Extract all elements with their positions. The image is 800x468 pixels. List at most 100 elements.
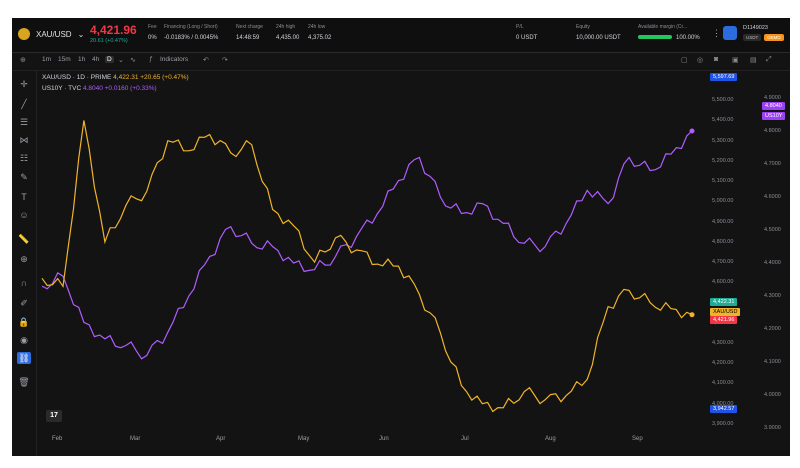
add-symbol-icon[interactable]: ⊕ xyxy=(20,57,26,64)
time-axis-tick: Feb xyxy=(52,436,63,442)
legend-us10y[interactable]: US10Y · TVC 4.8040 +0.0160 (+0.33%) xyxy=(42,85,189,92)
chart-type-icon[interactable]: ∿ xyxy=(130,57,136,64)
us10y-name-label: US10Y xyxy=(762,112,786,120)
indicators-icon[interactable]: ƒ xyxy=(149,56,153,63)
time-axis-tick: May xyxy=(298,436,310,442)
symbol-name: XAU/USD xyxy=(36,29,72,39)
price-change: 20.61 (+0.47%) xyxy=(90,38,128,44)
us10y-line[interactable] xyxy=(41,130,693,360)
chart-window: XAU/USD ⌄ 4,421.96 20.61 (+0.47%) Fee 0% … xyxy=(12,18,790,456)
timeframe-1h[interactable]: 1h xyxy=(78,56,86,63)
price-chart[interactable] xyxy=(12,18,790,456)
calendar-icon[interactable]: ▤ xyxy=(750,57,757,64)
us10y-line-last-point xyxy=(689,128,695,134)
emoji-icon[interactable]: ☺ xyxy=(19,210,29,220)
timeframe-1m[interactable]: 1m xyxy=(42,56,52,63)
camera-icon[interactable]: ◙ xyxy=(714,56,719,63)
yield-axis-tick: 3.9000 xyxy=(764,425,781,431)
horizontal-lines-icon[interactable]: ☰ xyxy=(19,117,29,127)
yield-axis-tick: 4.9000 xyxy=(764,95,781,101)
time-axis-tick: Apr xyxy=(216,436,226,442)
brush-icon[interactable]: ✎ xyxy=(20,172,28,182)
currency-tag: USDT xyxy=(743,34,762,41)
price-axis-tick: 4,300.00 xyxy=(712,340,734,347)
pl-stat: P/L 0 USDT xyxy=(516,24,538,41)
price-axis-tick: 5,400.00 xyxy=(712,117,734,124)
xau-line-last-point xyxy=(689,312,695,318)
bid-price-label: 4,421.96 xyxy=(710,316,738,324)
text-icon[interactable]: T xyxy=(21,192,27,202)
undo-icon[interactable]: ↶ xyxy=(203,57,209,64)
price-axis-tick: 4,600.00 xyxy=(712,279,734,286)
price-axis-tick: 4,000.00 xyxy=(712,400,734,407)
redo-icon[interactable]: ↷ xyxy=(222,57,228,64)
chart-legend: XAU/USD · 1D · PRIME 4,422.31 +20.65 (+0… xyxy=(42,74,189,96)
timeframe-1d[interactable]: D xyxy=(105,56,114,63)
time-axis-tick: Aug xyxy=(545,436,556,442)
sync-drawings-icon[interactable]: ⛓ xyxy=(17,352,31,364)
xau-series-tag: XAU/USD xyxy=(710,308,741,316)
xau-line[interactable] xyxy=(41,120,693,413)
price-axis-tick: 5,300.00 xyxy=(712,137,734,144)
gold-coin-icon xyxy=(18,28,30,40)
top-bar: XAU/USD ⌄ 4,421.96 20.61 (+0.47%) Fee 0% … xyxy=(12,18,790,53)
yield-axis-tick: 4.2000 xyxy=(764,326,781,332)
more-icon[interactable]: ⋮ xyxy=(712,28,721,38)
yield-axis-tick: 4.7000 xyxy=(764,161,781,167)
chart-toolbar: ⊕ 1m 15m 1h 4h D ⌄ ∿ ƒ Indicators ↶ ↷ ▢ … xyxy=(12,52,790,71)
fullscreen-icon[interactable]: ⤢ xyxy=(766,56,772,63)
zoom-icon[interactable]: ⊕ xyxy=(20,254,28,264)
pitchfork-icon[interactable]: ⋈ xyxy=(19,135,29,145)
crosshair-icon[interactable]: ✛ xyxy=(20,79,28,89)
symbol-selector[interactable]: XAU/USD ⌄ xyxy=(18,28,84,40)
timeframe-4h[interactable]: 4h xyxy=(92,56,100,63)
timeframe-chevron-icon[interactable]: ⌄ xyxy=(118,57,124,64)
yield-axis-tick: 4.0000 xyxy=(764,392,781,398)
yield-axis-tick: 4.8000 xyxy=(764,128,781,134)
high-label: 5,597.69 xyxy=(710,73,738,81)
ruler-icon[interactable]: 📏 xyxy=(18,234,30,244)
financing-stat: Financing (Long / Short) -0.0183% / 0.004… xyxy=(164,24,219,41)
account-info[interactable]: D1149023 USDT DEMO xyxy=(743,25,784,41)
pencil-lock-icon[interactable]: ✐ xyxy=(20,298,28,308)
wallet-icon[interactable] xyxy=(723,26,737,40)
chevron-down-icon: ⌄ xyxy=(77,29,85,39)
price-axis-tick: 5,000.00 xyxy=(712,198,734,205)
time-axis-tick: Mar xyxy=(130,436,141,442)
us10y-value-label: 4.8040 xyxy=(762,102,785,110)
price-axis-tick: 5,100.00 xyxy=(712,178,734,185)
account-id: D1149023 xyxy=(743,25,768,31)
legend-xau[interactable]: XAU/USD · 1D · PRIME 4,422.31 +20.65 (+0… xyxy=(42,74,189,81)
yield-axis-tick: 4.5000 xyxy=(764,227,781,233)
lock-icon[interactable]: 🔒 xyxy=(18,317,30,327)
high-24h-stat: 24h high 4,435.00 xyxy=(276,24,300,41)
legend-xau-title: XAU/USD · 1D · PRIME xyxy=(42,74,112,81)
layout-icon[interactable]: ▢ xyxy=(681,57,688,64)
time-axis-tick: Sep xyxy=(632,436,643,442)
margin-stat: Available margin (Cr... 100.00% xyxy=(638,24,700,41)
fee-stat: Fee 0% xyxy=(148,24,157,41)
yield-axis-tick: 4.3000 xyxy=(764,293,781,299)
trash-icon[interactable]: 🗑 xyxy=(18,377,30,387)
eye-icon[interactable]: ◉ xyxy=(20,335,28,345)
magnet-icon[interactable]: ∩ xyxy=(20,278,28,288)
legend-us10y-title: US10Y · TVC xyxy=(42,85,82,92)
price-axis-tick: 4,700.00 xyxy=(712,259,734,266)
trend-line-icon[interactable]: ╱ xyxy=(21,99,27,109)
yield-axis-tick: 4.6000 xyxy=(764,194,781,200)
settings-icon[interactable]: ◎ xyxy=(697,57,704,64)
time-axis-tick: Jun xyxy=(379,436,389,442)
price-axis-tick: 4,100.00 xyxy=(712,380,734,387)
price-axis-tick: 5,200.00 xyxy=(712,157,734,164)
indicators-button[interactable]: Indicators xyxy=(160,56,189,63)
last-price: 4,421.96 xyxy=(90,23,137,37)
equity-stat: Equity 10,000.00 USDT xyxy=(576,24,621,41)
window-icon[interactable]: ▣ xyxy=(732,57,739,64)
fib-icon[interactable]: ☷ xyxy=(19,153,29,163)
timeframe-15m[interactable]: 15m xyxy=(58,56,71,63)
demo-tag: DEMO xyxy=(764,34,784,41)
yield-axis-tick: 4.4000 xyxy=(764,260,781,266)
yield-axis-tick: 4.1000 xyxy=(764,359,781,365)
tradingview-logo[interactable]: 17 xyxy=(46,410,62,422)
margin-bar xyxy=(638,35,672,40)
